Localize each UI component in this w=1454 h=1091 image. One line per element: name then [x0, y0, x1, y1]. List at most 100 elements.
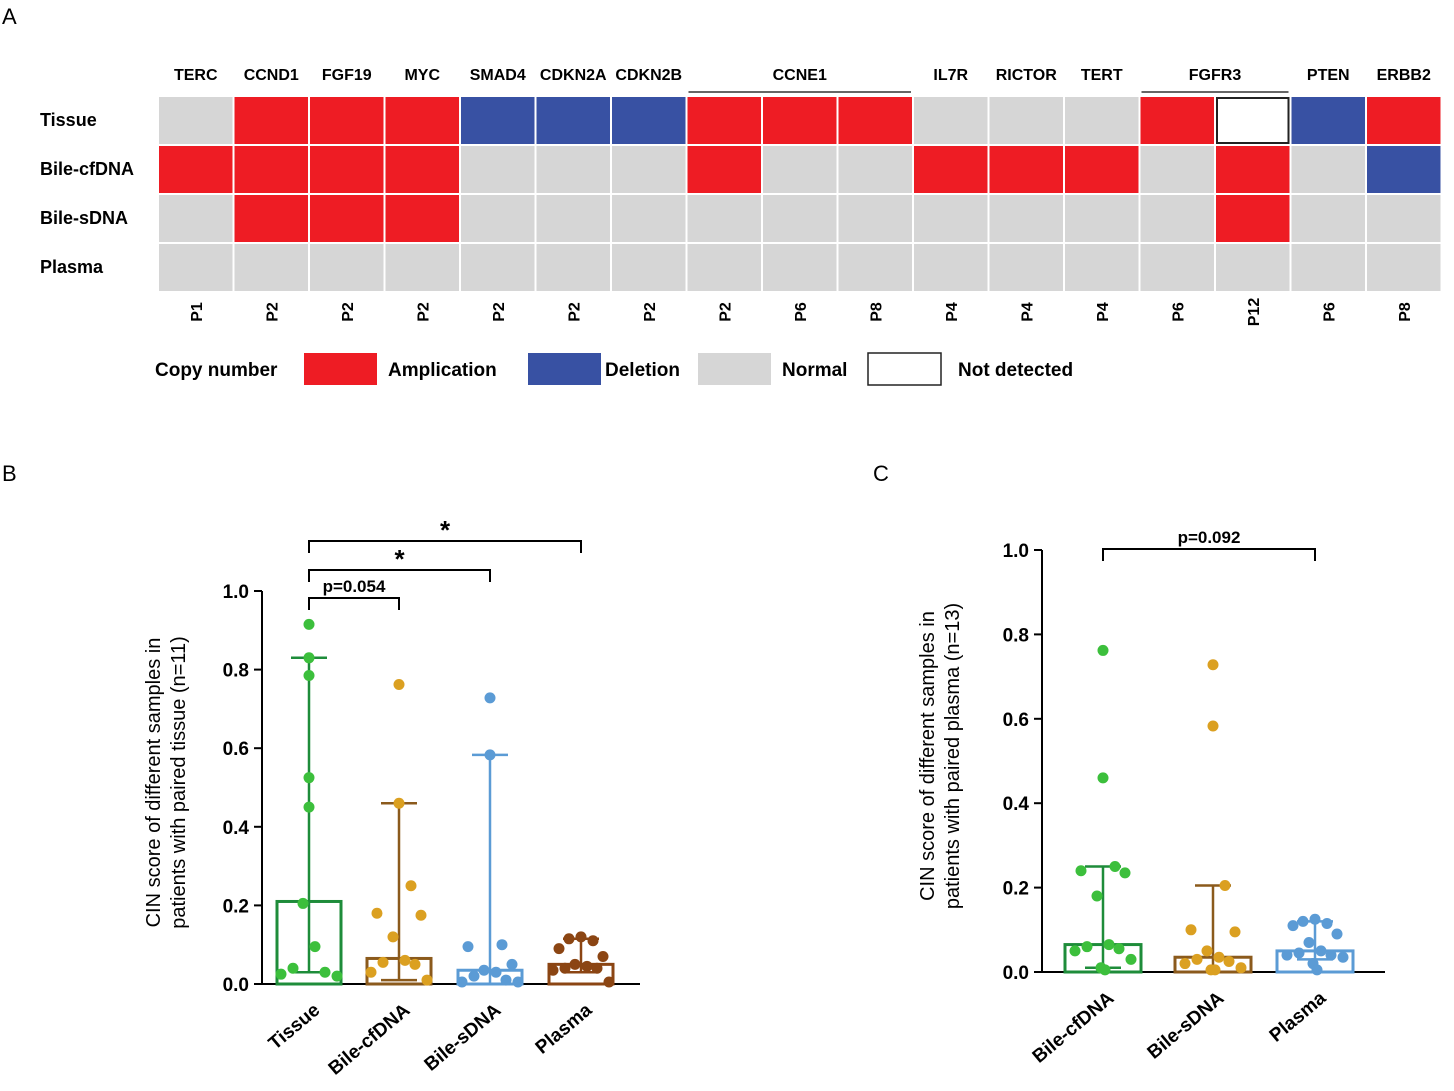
data-point-bile-sdna	[1209, 964, 1221, 976]
significance-label: *	[394, 544, 405, 574]
patient-label: P4	[944, 302, 961, 322]
heatmap-cell	[838, 97, 912, 144]
y-tick-label: 0.2	[1003, 879, 1029, 900]
heatmap-cell	[1291, 244, 1365, 291]
data-point-plasma	[587, 935, 599, 947]
data-point-plasma	[563, 933, 575, 945]
heatmap-cell	[310, 195, 384, 242]
heatmap-cell	[1367, 146, 1441, 193]
data-point-bile-sdna	[456, 976, 468, 988]
heatmap-cell	[461, 97, 535, 144]
heatmap-cell	[234, 244, 308, 291]
gene-label-fgfr3: FGFR3	[1189, 67, 1242, 84]
data-point-bile-cfdna	[1075, 865, 1087, 877]
data-point-tissue	[319, 966, 331, 978]
data-point-plasma	[559, 962, 571, 974]
patient-label: P2	[717, 302, 734, 322]
heatmap-cell	[687, 97, 761, 144]
patient-label: P8	[1397, 302, 1414, 322]
gene-label-fgf19: FGF19	[322, 67, 372, 84]
data-point-tissue	[297, 897, 309, 909]
data-point-plasma	[1311, 964, 1323, 976]
heatmap-cell	[989, 97, 1063, 144]
heatmap-cell	[1291, 97, 1365, 144]
gene-label-erbb2: ERBB2	[1377, 67, 1431, 84]
heatmap-cell	[838, 146, 912, 193]
y-tick-label: 0.4	[1003, 794, 1030, 815]
data-point-plasma	[597, 950, 609, 962]
y-tick-label: 0.0	[1003, 963, 1029, 984]
heatmap-cell	[763, 97, 837, 144]
data-point-plasma	[581, 960, 593, 972]
data-point-tissue	[303, 618, 315, 630]
data-point-bile-sdna	[1235, 962, 1247, 974]
data-point-bile-cfdna	[421, 974, 433, 986]
heatmap-cell	[461, 146, 535, 193]
y-tick-label: 0.2	[223, 896, 249, 917]
panel-c-chart: 0.0 0.2 0.4 0.6 0.8 1.0 CIN score of different…	[917, 528, 1385, 1068]
y-tick-label: 0.4	[223, 818, 250, 839]
heatmap-cell	[914, 97, 988, 144]
patient-label: P2	[642, 302, 659, 322]
heatmap-cell	[461, 195, 535, 242]
data-point-plasma	[553, 943, 565, 955]
data-point-bile-cfdna	[1103, 939, 1115, 951]
data-point-plasma	[1297, 915, 1309, 927]
panel-b-chart: 0.0 0.2 0.4 0.6 0.8 1.0 CIN score of different…	[143, 515, 640, 1080]
data-point-bile-cfdna	[415, 909, 427, 921]
legend-swatch-normal	[698, 353, 771, 385]
heatmap-cell	[763, 244, 837, 291]
y-tick-label: 0.6	[1003, 710, 1029, 731]
category-label-bile-sdna: Bile-sDNA	[421, 1000, 506, 1076]
heatmap-cell	[159, 244, 233, 291]
significance-label: p=0.054	[323, 577, 386, 596]
legend-swatch-not-detected	[867, 352, 942, 386]
data-point-bile-sdna	[462, 941, 474, 953]
patient-label: P2	[491, 302, 508, 322]
data-point-bile-sdna	[1229, 926, 1241, 938]
heatmap-cell	[612, 146, 686, 193]
heatmap-cell	[989, 146, 1063, 193]
y-tick-label: 0.8	[1003, 625, 1029, 646]
heatmap-cell	[536, 195, 610, 242]
data-point-plasma	[591, 962, 603, 974]
heatmap-cell	[838, 195, 912, 242]
data-point-plasma	[1293, 947, 1305, 959]
heatmap-cell	[1140, 244, 1214, 291]
data-point-plasma	[1309, 913, 1321, 925]
data-point-bile-sdna	[478, 964, 490, 976]
data-point-bile-cfdna	[393, 679, 405, 691]
data-point-bile-sdna	[1185, 924, 1197, 936]
panel-label-c: C	[873, 461, 889, 486]
heatmap-cell	[310, 97, 384, 144]
heatmap-cell	[234, 146, 308, 193]
heatmap-cell	[1140, 146, 1214, 193]
heatmap-cell	[1140, 195, 1214, 242]
data-point-plasma	[1331, 928, 1343, 940]
data-point-bile-cfdna	[1069, 945, 1081, 957]
heatmap-cell	[1367, 97, 1441, 144]
row-label-tissue: Tissue	[40, 110, 97, 130]
patient-label: P1	[189, 302, 206, 322]
heatmap-cell	[989, 195, 1063, 242]
category-label-plasma: Plasma	[532, 999, 597, 1058]
data-point-plasma	[603, 976, 615, 988]
patient-label: P2	[415, 302, 432, 322]
data-point-plasma	[1337, 951, 1349, 963]
heatmap-cell	[1065, 97, 1139, 144]
heatmap-cell	[159, 97, 233, 144]
data-point-tissue	[309, 941, 321, 953]
data-point-bile-sdna	[1201, 945, 1213, 957]
heatmap-cell	[763, 146, 837, 193]
data-point-tissue	[275, 968, 287, 980]
patient-label: P12	[1246, 298, 1263, 327]
data-point-bile-sdna	[1207, 720, 1219, 732]
data-point-bile-cfdna	[1081, 941, 1093, 953]
patient-label: P6	[1170, 302, 1187, 322]
heatmap-cell	[536, 146, 610, 193]
data-point-bile-cfdna	[387, 931, 399, 943]
category-label-bile-sdna: Bile-sDNA	[1144, 988, 1229, 1064]
significance-bracket	[308, 597, 400, 610]
legend-swatch-deletion	[528, 353, 601, 385]
heatmap-cell	[1367, 195, 1441, 242]
